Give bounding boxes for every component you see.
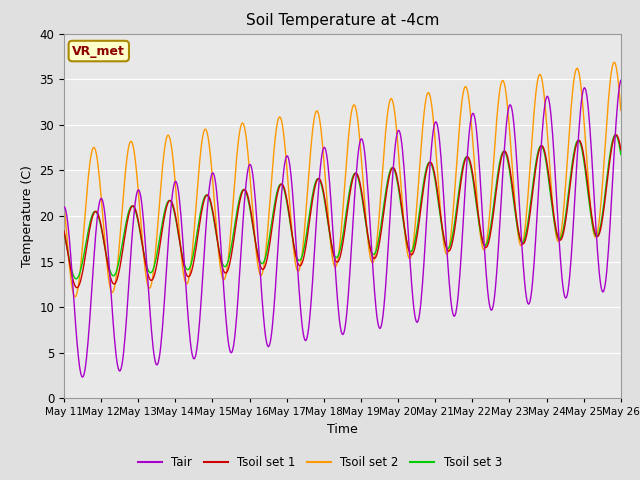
- Title: Soil Temperature at -4cm: Soil Temperature at -4cm: [246, 13, 439, 28]
- X-axis label: Time: Time: [327, 423, 358, 436]
- Legend: Tair, Tsoil set 1, Tsoil set 2, Tsoil set 3: Tair, Tsoil set 1, Tsoil set 2, Tsoil se…: [134, 452, 506, 474]
- Y-axis label: Temperature (C): Temperature (C): [21, 165, 34, 267]
- Text: VR_met: VR_met: [72, 45, 125, 58]
